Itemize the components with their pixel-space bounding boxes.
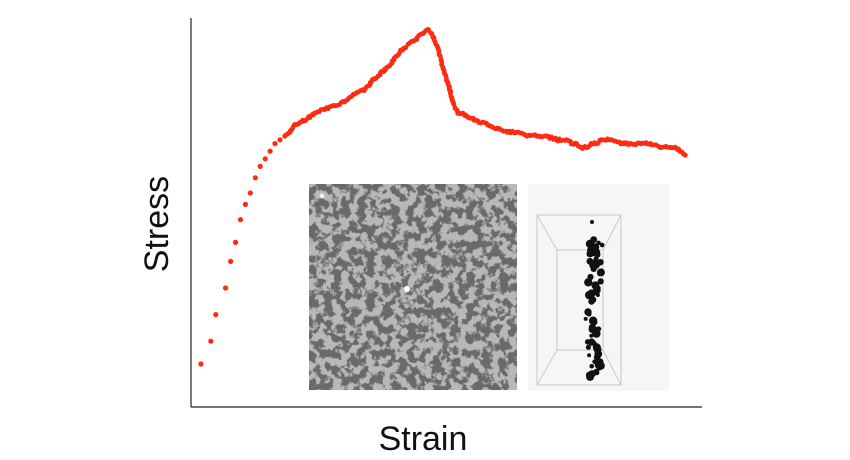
data-point bbox=[213, 312, 218, 317]
cloud-particle bbox=[595, 360, 604, 369]
data-point bbox=[248, 190, 253, 195]
cloud-particle bbox=[589, 364, 594, 369]
cloud-particle bbox=[594, 350, 602, 358]
cloud-particle bbox=[589, 317, 597, 325]
data-point bbox=[258, 164, 263, 169]
cloud-particle bbox=[587, 250, 594, 257]
cloud-particle bbox=[589, 326, 596, 333]
inset-micrograph bbox=[309, 184, 517, 390]
cloud-particle bbox=[592, 289, 597, 294]
data-point bbox=[253, 175, 258, 180]
cloud-particle bbox=[597, 268, 605, 276]
data-point bbox=[223, 285, 228, 290]
data-point-fill bbox=[435, 44, 440, 49]
data-point bbox=[228, 259, 233, 264]
cloud-particle bbox=[594, 370, 599, 375]
x-axis-title: Strain bbox=[379, 420, 468, 458]
data-point-fill bbox=[419, 32, 424, 37]
data-point bbox=[272, 141, 277, 146]
data-point-fill bbox=[522, 132, 527, 137]
cloud-particle bbox=[594, 251, 601, 258]
data-point bbox=[208, 339, 213, 344]
data-point-fill bbox=[681, 152, 686, 157]
y-axis-title: Stress bbox=[138, 176, 176, 272]
cloud-particle bbox=[588, 338, 595, 345]
cloud-particle bbox=[584, 278, 592, 286]
data-point-fill bbox=[636, 141, 641, 146]
data-point-fill bbox=[626, 142, 631, 147]
data-point bbox=[243, 202, 248, 207]
cloud-particle bbox=[600, 243, 605, 248]
cloud-particle bbox=[589, 334, 593, 338]
cloud-particle bbox=[595, 259, 602, 266]
data-point-fill bbox=[450, 97, 455, 102]
data-point bbox=[198, 361, 203, 366]
cloud-particle bbox=[584, 317, 588, 321]
cloud-particle bbox=[591, 267, 595, 271]
data-point bbox=[233, 240, 238, 245]
cloud-particle bbox=[587, 241, 593, 247]
cloud-particle bbox=[598, 278, 604, 284]
cloud-particle bbox=[584, 308, 591, 315]
inset-3d-reconstruction bbox=[528, 184, 669, 391]
cloud-particle bbox=[587, 353, 591, 357]
data-point bbox=[238, 217, 243, 222]
cloud-particle bbox=[585, 291, 593, 299]
data-point bbox=[277, 137, 282, 142]
data-point bbox=[263, 156, 268, 161]
cloud-particle bbox=[590, 220, 594, 224]
data-point-fill bbox=[671, 145, 676, 150]
data-point bbox=[268, 149, 273, 154]
data-point-fill bbox=[676, 147, 681, 152]
